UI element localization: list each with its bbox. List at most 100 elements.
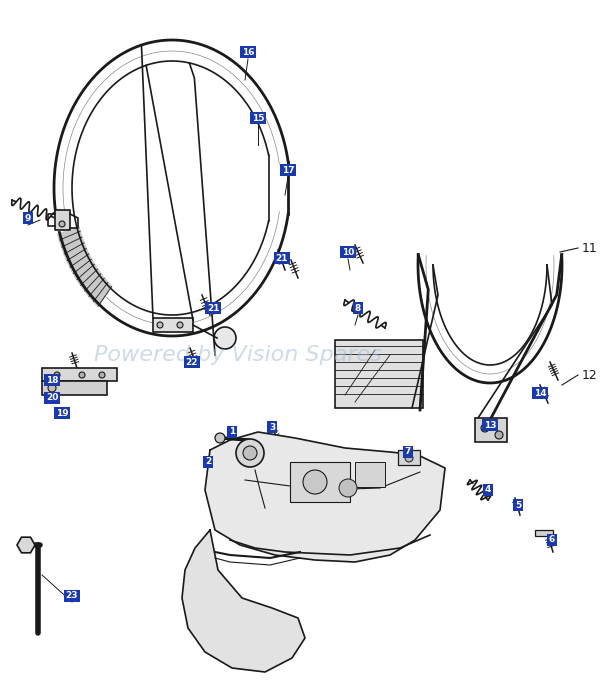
Polygon shape	[55, 210, 70, 230]
Circle shape	[243, 446, 257, 460]
Text: 2: 2	[205, 457, 211, 466]
Circle shape	[236, 439, 264, 467]
Polygon shape	[92, 281, 107, 300]
Circle shape	[79, 372, 85, 378]
Polygon shape	[93, 282, 109, 302]
Text: Powered by Vision Spares: Powered by Vision Spares	[94, 345, 382, 365]
Circle shape	[495, 431, 503, 439]
Circle shape	[48, 384, 56, 392]
Polygon shape	[95, 284, 110, 305]
Polygon shape	[78, 266, 96, 283]
Polygon shape	[61, 235, 82, 246]
Polygon shape	[64, 243, 84, 255]
Polygon shape	[182, 530, 305, 672]
Circle shape	[59, 221, 65, 227]
Polygon shape	[62, 236, 82, 247]
Bar	[42, 381, 107, 395]
Bar	[335, 340, 423, 408]
Polygon shape	[81, 269, 98, 287]
Polygon shape	[68, 251, 88, 265]
Text: 13: 13	[484, 420, 496, 429]
Text: 15: 15	[252, 114, 264, 123]
Circle shape	[214, 327, 236, 349]
Polygon shape	[63, 240, 83, 251]
Text: 14: 14	[534, 389, 546, 398]
Polygon shape	[73, 258, 92, 274]
Bar	[475, 418, 507, 442]
Polygon shape	[70, 254, 89, 269]
Text: 17: 17	[282, 165, 295, 174]
Text: 11: 11	[582, 242, 598, 254]
Polygon shape	[17, 537, 35, 553]
Polygon shape	[76, 263, 94, 280]
Text: 8: 8	[355, 303, 361, 313]
Polygon shape	[60, 234, 81, 245]
Circle shape	[481, 424, 489, 432]
Polygon shape	[82, 271, 100, 289]
Polygon shape	[87, 276, 103, 296]
Text: 9: 9	[25, 214, 31, 223]
Polygon shape	[90, 279, 106, 298]
Text: 16: 16	[242, 48, 254, 56]
Polygon shape	[65, 244, 85, 256]
Circle shape	[99, 372, 105, 378]
Polygon shape	[94, 283, 109, 303]
Polygon shape	[71, 255, 90, 269]
Circle shape	[157, 322, 163, 328]
Polygon shape	[97, 286, 112, 306]
Polygon shape	[66, 246, 85, 259]
Polygon shape	[68, 249, 87, 263]
Polygon shape	[80, 268, 97, 285]
Polygon shape	[85, 275, 102, 293]
Polygon shape	[76, 263, 93, 278]
Text: 6: 6	[549, 535, 555, 544]
Polygon shape	[92, 282, 108, 301]
Polygon shape	[58, 228, 79, 237]
Polygon shape	[89, 278, 105, 298]
Polygon shape	[96, 285, 111, 305]
Polygon shape	[205, 432, 445, 562]
Polygon shape	[69, 251, 88, 266]
Bar	[398, 450, 420, 465]
Bar	[153, 318, 193, 332]
Polygon shape	[83, 272, 100, 290]
Text: 21: 21	[207, 303, 220, 313]
Text: 20: 20	[46, 393, 58, 402]
Polygon shape	[58, 229, 80, 238]
Text: 19: 19	[56, 409, 68, 418]
Polygon shape	[63, 240, 84, 253]
Polygon shape	[72, 257, 91, 272]
Text: 22: 22	[186, 358, 198, 367]
Text: 21: 21	[276, 254, 288, 263]
Text: 7: 7	[405, 447, 411, 457]
Polygon shape	[73, 259, 92, 275]
Polygon shape	[62, 238, 82, 250]
Polygon shape	[87, 276, 103, 294]
Polygon shape	[85, 274, 101, 292]
Bar	[290, 462, 350, 502]
Polygon shape	[64, 242, 84, 254]
Polygon shape	[60, 232, 81, 241]
Text: 4: 4	[485, 486, 491, 495]
Polygon shape	[77, 265, 95, 280]
Polygon shape	[71, 256, 90, 271]
Polygon shape	[58, 227, 79, 236]
Polygon shape	[91, 280, 106, 300]
Text: 3: 3	[269, 422, 275, 431]
Circle shape	[54, 372, 60, 378]
Text: 12: 12	[582, 369, 598, 382]
Polygon shape	[77, 265, 95, 282]
Polygon shape	[79, 267, 97, 285]
Bar	[355, 462, 385, 487]
Polygon shape	[67, 249, 87, 262]
Polygon shape	[74, 260, 93, 276]
Circle shape	[339, 479, 357, 497]
Polygon shape	[88, 278, 104, 296]
Text: 10: 10	[342, 247, 354, 256]
Text: 23: 23	[66, 591, 78, 601]
Circle shape	[405, 454, 413, 462]
Bar	[42, 368, 117, 381]
Circle shape	[303, 470, 327, 494]
Polygon shape	[62, 237, 82, 249]
Polygon shape	[82, 270, 99, 287]
